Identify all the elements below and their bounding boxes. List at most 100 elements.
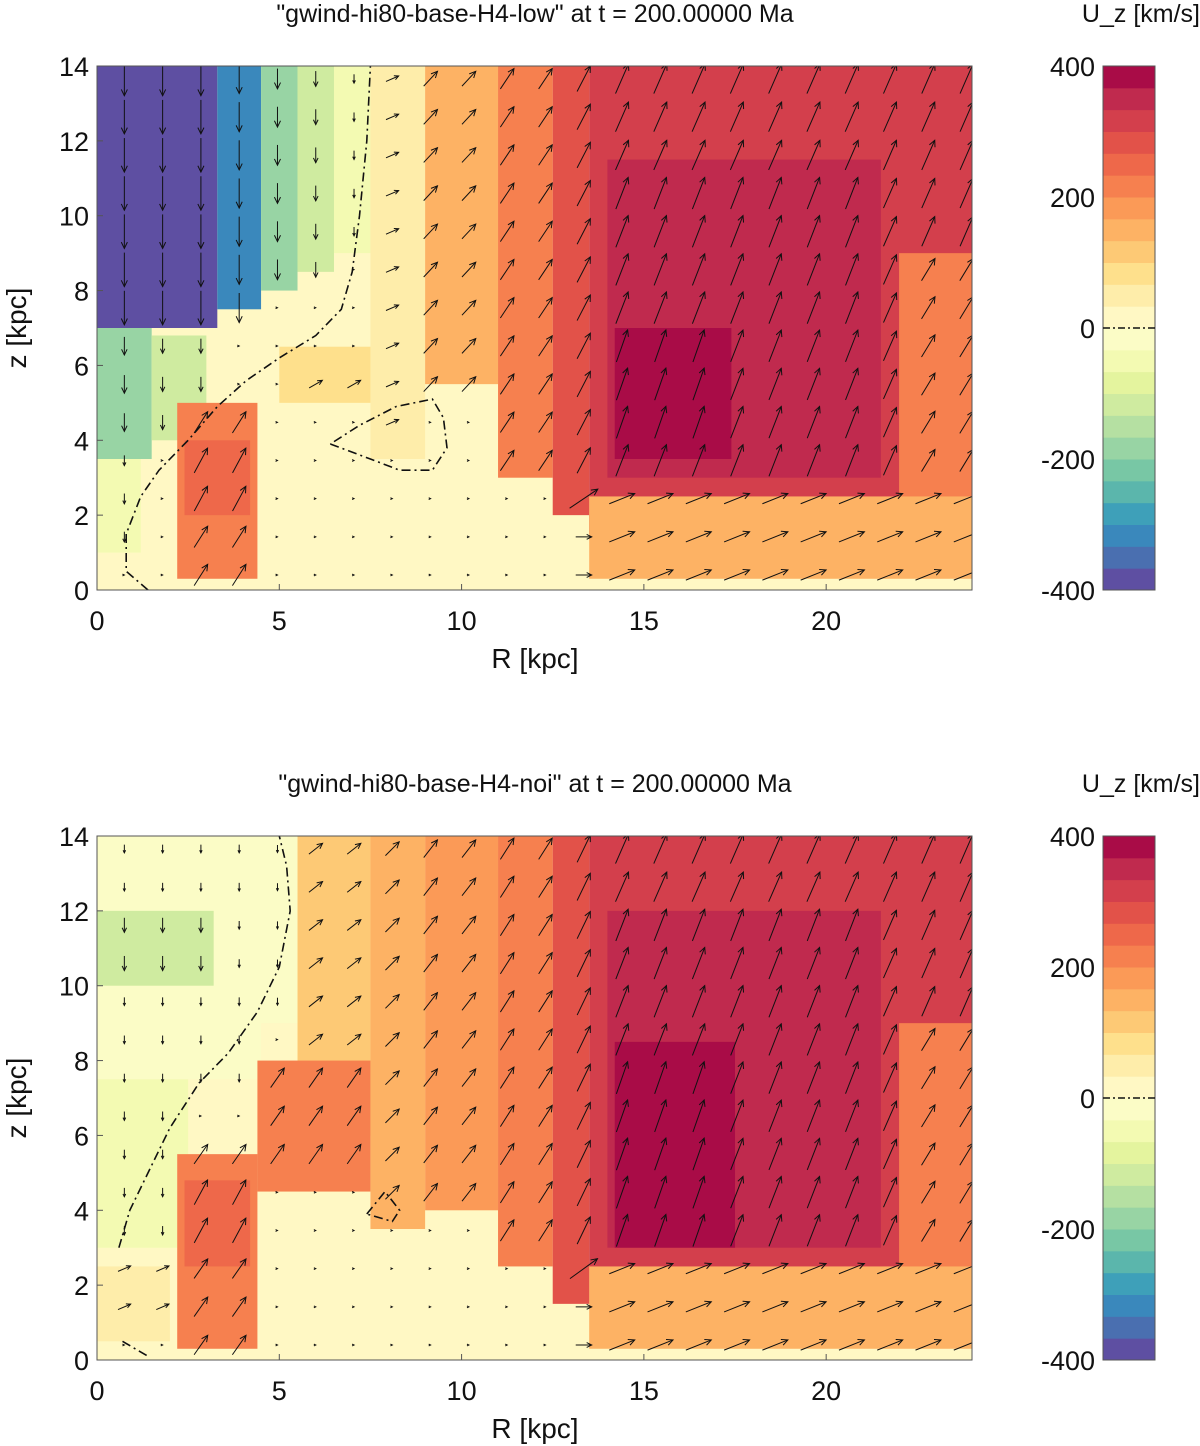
vector-arrow-94: [346, 957, 362, 970]
xtick-label: 15: [629, 606, 659, 636]
vector-arrow-274: [845, 1022, 859, 1056]
vector-arrow-238: [762, 568, 789, 581]
vector-arrow-47: [231, 1143, 247, 1165]
vector-arrow-186: [615, 405, 629, 439]
vector-arrow-236: [729, 871, 745, 902]
vector-arrow-300: [921, 333, 936, 358]
vector-arrow-292: [883, 101, 898, 132]
colorbar-tick-label: 200: [1050, 183, 1095, 213]
vector-arrow-60: [275, 420, 279, 424]
vector-arrow-138: [461, 877, 477, 897]
panel-top-contours: [125, 66, 448, 590]
vector-arrow-290: [883, 177, 898, 209]
vector-arrow-166: [538, 105, 553, 128]
panel-top-xlabel: R [kpc]: [491, 643, 578, 674]
vector-arrow-148: [499, 1028, 515, 1051]
panel-top-vectors: [120, 66, 972, 586]
vector-arrow-140: [505, 1343, 509, 1347]
vector-arrow-204: [653, 252, 668, 286]
vector-arrow-203: [654, 1060, 668, 1094]
vector-arrow-128: [466, 497, 471, 501]
panel-top-ylabel: z [kpc]: [1, 288, 32, 369]
vector-arrow-192: [615, 946, 630, 980]
vector-arrow-244: [768, 1099, 783, 1132]
vector-arrow-237: [729, 836, 745, 864]
panel-bottom-contours: [118, 836, 401, 1357]
vector-arrow-26: [160, 882, 165, 893]
vector-arrow-172: [576, 408, 591, 436]
colorbar-segment-14: [1103, 1032, 1155, 1055]
vector-arrow-89: [347, 379, 362, 389]
vector-arrow-106: [385, 266, 400, 273]
vector-arrow-52: [235, 178, 243, 210]
vector-arrow-65: [273, 221, 281, 243]
heatmap-cell-14: [614, 1041, 736, 1248]
colorbar-segment-21: [1103, 109, 1155, 132]
vector-arrow-290: [883, 947, 898, 979]
vector-arrow-236: [729, 101, 745, 132]
vector-arrow-156: [543, 497, 547, 501]
vector-arrow-71: [313, 1305, 317, 1309]
colorbar-segment-10: [1103, 1119, 1155, 1143]
vector-arrow-180: [576, 103, 591, 130]
colorbar-segment-2: [1103, 524, 1155, 547]
colorbar-segment-20: [1103, 131, 1155, 154]
vector-arrow-199: [653, 443, 668, 477]
vector-arrow-232: [730, 252, 745, 286]
vector-arrow-10: [120, 176, 128, 212]
vector-arrow-178: [576, 179, 591, 207]
colorbar-tick-label: -400: [1041, 576, 1095, 606]
heatmap-cell-9: [425, 836, 499, 1211]
vector-arrow-46: [232, 1178, 247, 1205]
vector-arrow-34: [198, 338, 204, 355]
vector-arrow-28: [193, 1334, 209, 1356]
vector-arrow-37: [197, 214, 205, 250]
vector-arrow-296: [915, 1262, 943, 1275]
vector-arrow-48: [237, 1114, 241, 1118]
ytick-label: 10: [59, 202, 89, 232]
xtick-label: 5: [272, 606, 287, 636]
colorbar-segment-3: [1103, 1272, 1155, 1295]
vector-arrow-105: [385, 1070, 401, 1086]
vector-arrow-159: [538, 1142, 553, 1166]
colorbar-tick-label: 400: [1050, 52, 1095, 82]
vector-arrow-125: [423, 838, 439, 858]
vector-arrow-240: [762, 1262, 789, 1275]
vector-arrow-223: [691, 836, 706, 864]
vector-arrow-229: [730, 367, 745, 401]
vector-arrow-216: [692, 328, 706, 363]
vector-arrow-175: [576, 1063, 591, 1092]
vector-arrow-129: [466, 1229, 471, 1232]
vector-arrow-118: [423, 337, 439, 354]
vector-arrow-48: [237, 344, 241, 348]
vector-arrow-36: [199, 1035, 203, 1045]
vector-arrow-8: [122, 1035, 127, 1045]
vector-arrow-28: [193, 563, 209, 586]
panel-bottom-xticks: 0 5 10 15 20: [89, 1354, 841, 1406]
vector-arrow-181: [576, 66, 591, 92]
vector-arrow-32: [193, 410, 209, 434]
vector-arrow-253: [800, 530, 828, 543]
vector-arrow-88: [351, 420, 356, 424]
vector-arrow-86: [351, 497, 356, 501]
vector-arrow-144: [499, 411, 515, 433]
vector-arrow-264: [806, 101, 821, 132]
vector-arrow-71: [313, 535, 317, 539]
vector-arrow-92: [346, 1033, 362, 1046]
vector-arrow-101: [390, 459, 394, 462]
vector-arrow-281: [877, 530, 904, 543]
vector-arrow-276: [845, 176, 859, 210]
vector-arrow-138: [461, 108, 477, 125]
vector-arrow-37: [199, 997, 203, 1007]
vector-arrow-197: [647, 1300, 675, 1313]
vector-arrow-220: [691, 946, 706, 980]
vector-arrow-227: [730, 443, 745, 477]
vector-arrow-142: [505, 497, 509, 501]
vector-arrow-123: [423, 915, 439, 935]
vector-arrow-143: [499, 449, 515, 471]
vector-arrow-11: [121, 917, 128, 934]
colorbar-segment-15: [1103, 1010, 1155, 1033]
vector-arrow-19: [159, 376, 166, 393]
vector-arrow-59: [275, 459, 279, 462]
vector-arrow-313: [959, 1143, 972, 1166]
